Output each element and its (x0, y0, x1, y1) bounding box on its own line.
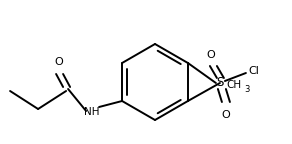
Text: CH: CH (226, 80, 241, 90)
Text: O: O (206, 50, 215, 60)
Text: O: O (55, 57, 63, 67)
Text: S: S (216, 76, 224, 90)
Text: Cl: Cl (248, 66, 259, 76)
Text: NH: NH (84, 107, 100, 117)
Text: 3: 3 (244, 86, 249, 94)
Text: O: O (222, 110, 230, 120)
